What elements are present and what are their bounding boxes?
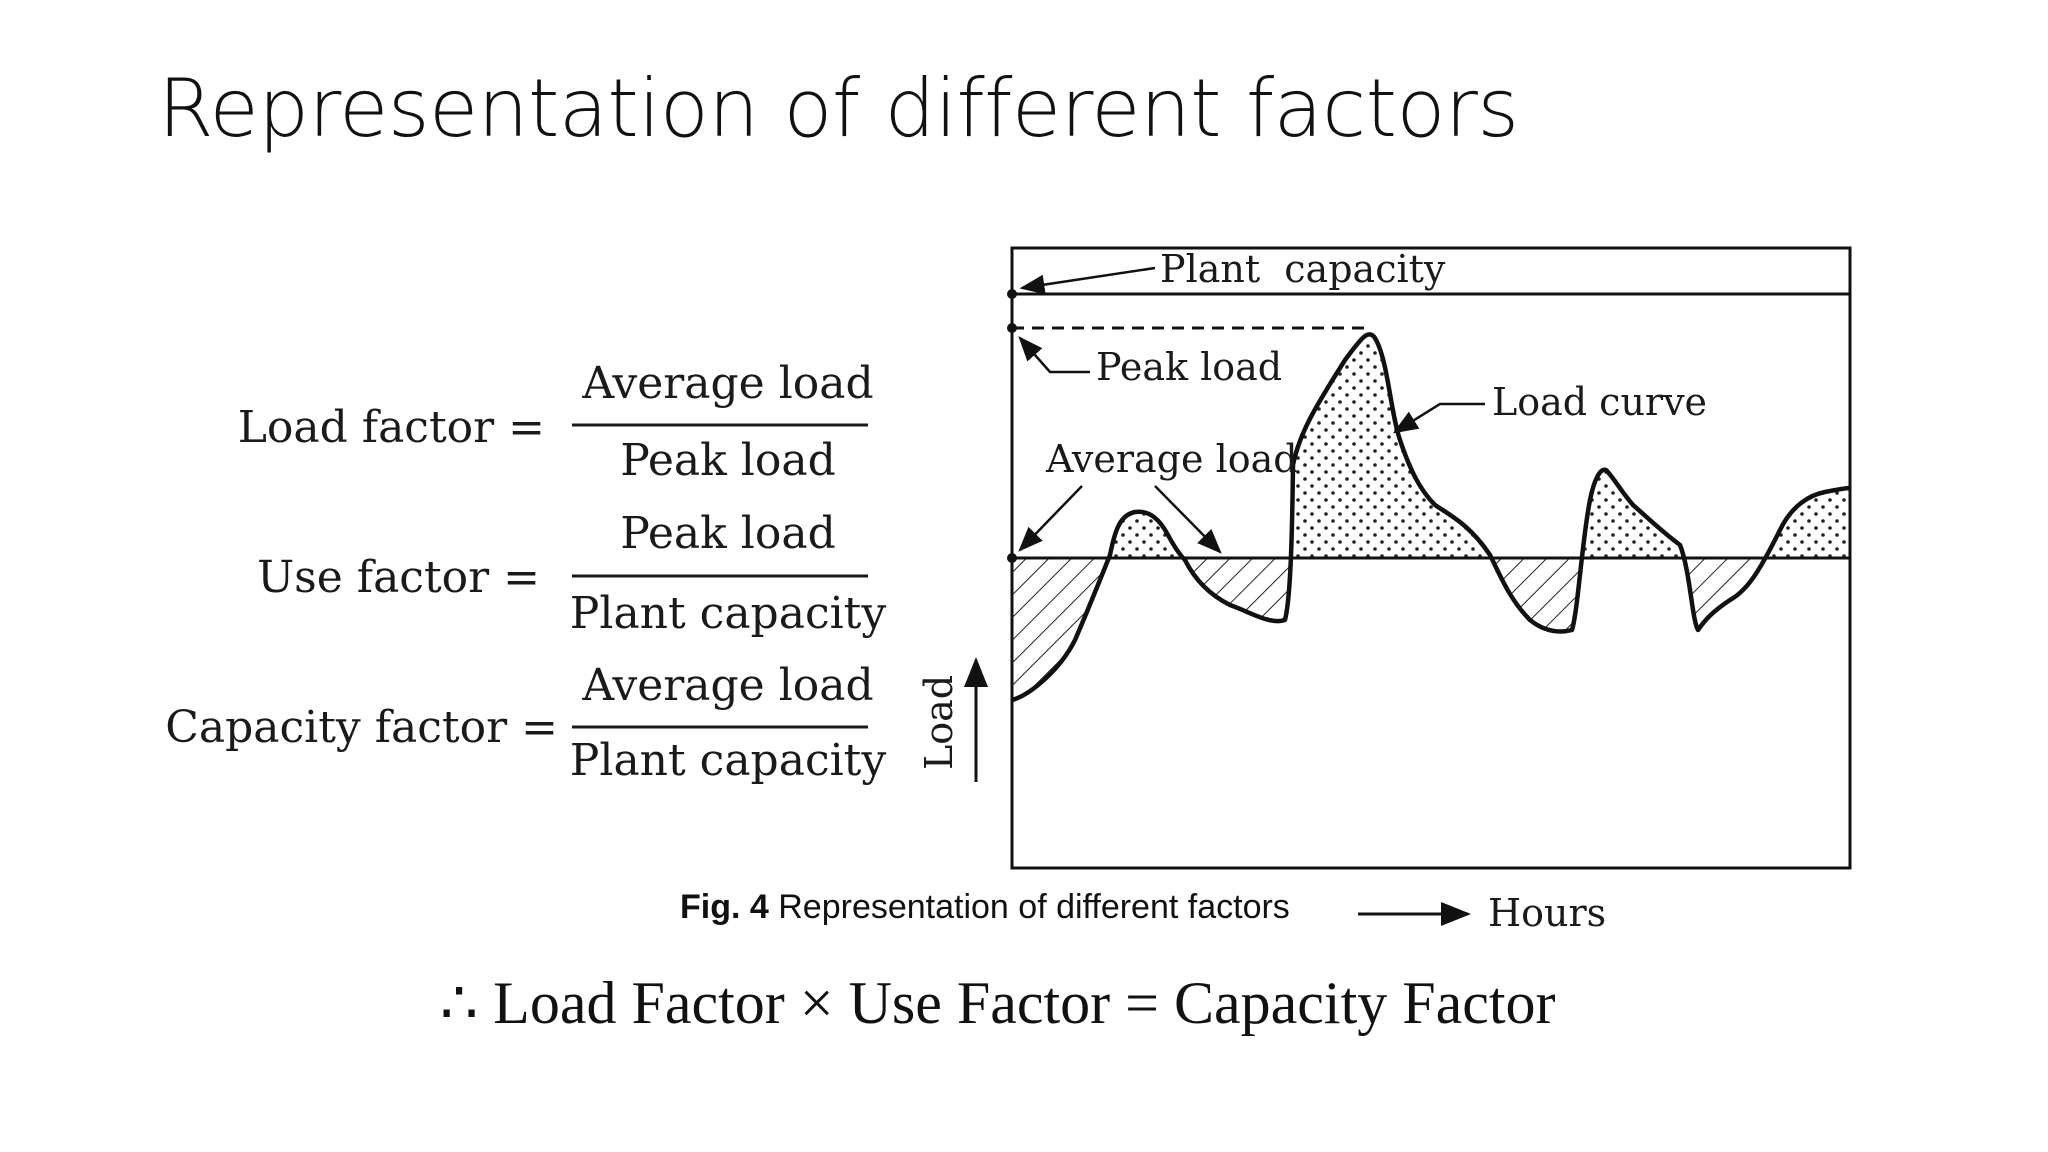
average-load-arrow-right <box>1154 485 1222 554</box>
slide-title: Representation of different factors <box>158 62 1519 155</box>
y-axis-label: Load <box>917 675 961 770</box>
load-curve <box>1011 332 1851 703</box>
formula-load-factor: Load factor = Average load Peak load <box>238 358 874 486</box>
figure-caption: Fig. 4 Representation of different facto… <box>680 888 1290 927</box>
plant-capacity-arrow <box>1019 266 1156 295</box>
formula-denominator: Plant capacity <box>570 588 887 639</box>
formula-name: Capacity factor = <box>165 702 558 753</box>
figure-caption-text: Representation of different factors <box>768 888 1290 926</box>
formula-numerator: Average load <box>581 660 873 711</box>
formula-numerator: Average load <box>581 358 873 409</box>
load-below-average-region <box>1012 558 1850 700</box>
load-curve-arrow <box>1392 402 1485 434</box>
load-curve-label: Load curve <box>1492 380 1707 424</box>
conclusion-equation: ∴ Load Factor × Use Factor = Capacity Fa… <box>440 970 1556 1036</box>
figure-number: Fig. 4 <box>680 888 769 926</box>
formula-name: Load factor = <box>238 402 545 453</box>
formula-numerator: Peak load <box>620 508 836 559</box>
formula-capacity-factor: Capacity factor = Average load Plant cap… <box>165 660 886 786</box>
peak-load-label: Peak load <box>1096 345 1282 389</box>
formula-denominator: Peak load <box>620 435 836 486</box>
formula-denominator: Plant capacity <box>570 735 887 786</box>
average-load-arrow-left <box>1018 485 1083 552</box>
peak-load-point <box>1007 323 1017 333</box>
average-load-label: Average load <box>1045 437 1298 481</box>
plant-capacity-label: Plant capacity <box>1160 247 1446 291</box>
peak-load-arrow <box>1018 336 1090 374</box>
formula-use-factor: Use factor = Peak load Plant capacity <box>257 508 886 639</box>
formula-name: Use factor = <box>257 552 540 603</box>
plant-capacity-point <box>1007 289 1017 299</box>
x-axis-label: Hours <box>1488 891 1606 935</box>
average-load-point <box>1007 553 1017 563</box>
load-above-average-region <box>1012 334 1850 558</box>
